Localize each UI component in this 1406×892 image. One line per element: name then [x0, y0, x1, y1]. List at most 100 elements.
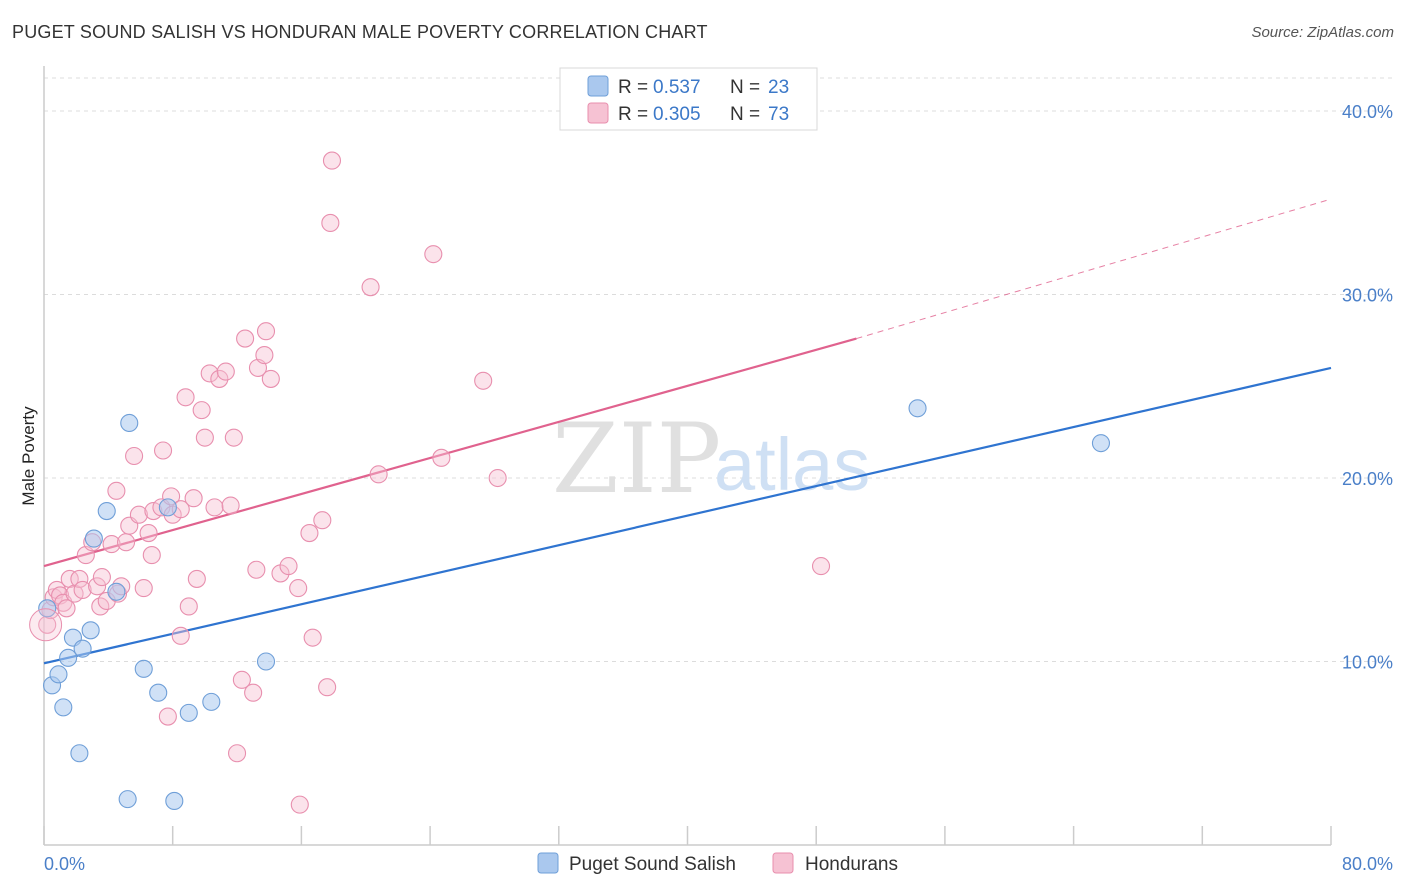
data-point-puget-sound-salish — [158, 498, 177, 517]
data-point-hondurans — [322, 151, 342, 170]
data-point-hondurans — [255, 346, 274, 365]
bottom-legend-swatch-salish — [537, 852, 559, 874]
data-point-hondurans — [216, 362, 235, 381]
data-point-hondurans — [139, 524, 158, 543]
data-point-hondurans — [228, 744, 247, 763]
bottom-legend-label-hondurans: Hondurans — [805, 854, 898, 875]
y-tick-label: 30.0% — [1342, 286, 1393, 306]
data-point-puget-sound-salish — [149, 683, 168, 702]
data-point-hondurans — [88, 577, 107, 596]
y-tick-label: 20.0% — [1342, 469, 1393, 489]
data-point-puget-sound-salish — [165, 791, 184, 811]
data-point-hondurans — [116, 533, 136, 552]
data-point-hondurans — [205, 498, 224, 517]
data-point-hondurans — [102, 535, 121, 554]
data-point-hondurans — [134, 579, 153, 598]
legend-r-label-2: R = — [618, 104, 648, 125]
data-point-hondurans — [60, 569, 79, 588]
data-point-hondurans — [153, 441, 173, 460]
legend-swatch-hondurans — [587, 102, 609, 124]
data-point-hondurans — [256, 322, 276, 341]
data-point-hondurans — [129, 505, 148, 524]
data-point-hondurans — [200, 364, 219, 383]
data-point-puget-sound-salish — [118, 790, 137, 809]
legend-r-value-1: 0.537 — [653, 77, 701, 98]
data-point-hondurans — [289, 579, 308, 598]
data-point-puget-sound-salish — [107, 582, 126, 601]
legend-r-label-1: R = — [618, 77, 648, 98]
data-point-hondurans — [432, 448, 451, 467]
data-point-hondurans — [318, 678, 337, 697]
bottom-legend-swatch-hondurans — [772, 852, 794, 874]
trendline-hondurans-extrapolated — [856, 198, 1332, 340]
data-point-hondurans — [221, 496, 240, 515]
data-point-puget-sound-salish — [97, 501, 116, 521]
data-point-hondurans — [195, 428, 214, 447]
data-point-hondurans — [187, 569, 206, 588]
y-axis-label: Male Poverty — [19, 406, 38, 506]
data-point-hondurans — [811, 557, 831, 576]
data-point-hondurans — [321, 213, 340, 233]
data-point-puget-sound-salish — [73, 639, 92, 658]
data-point-puget-sound-salish — [54, 698, 73, 717]
y-tick-label: 40.0% — [1342, 102, 1393, 122]
data-point-puget-sound-salish — [120, 413, 139, 433]
data-point-hondurans — [313, 511, 332, 530]
data-point-puget-sound-salish — [81, 621, 100, 640]
data-point-hondurans-cluster — [29, 608, 63, 642]
legend-swatch-salish — [587, 75, 609, 97]
data-point-puget-sound-salish — [202, 692, 221, 711]
data-point-hondurans — [361, 278, 380, 297]
data-point-hondurans — [176, 388, 195, 407]
data-point-hondurans — [179, 597, 198, 616]
chart-title: PUGET SOUND SALISH VS HONDURAN MALE POVE… — [12, 22, 708, 42]
data-point-puget-sound-salish — [908, 399, 927, 418]
trendline-puget-sound-salish — [43, 366, 1332, 665]
data-point-hondurans — [303, 628, 322, 647]
data-point-puget-sound-salish — [49, 665, 68, 684]
data-point-hondurans — [158, 707, 177, 726]
data-point-hondurans — [232, 670, 251, 689]
data-point-hondurans — [261, 369, 280, 388]
data-point-hondurans — [73, 580, 92, 599]
x-tick-label-max: 80.0% — [1342, 854, 1393, 874]
data-point-hondurans — [279, 557, 298, 576]
data-point-puget-sound-salish — [179, 703, 198, 722]
data-point-hondurans — [70, 569, 89, 588]
data-point-hondurans — [474, 371, 493, 390]
source-credit: Source: ZipAtlas.com — [1251, 24, 1394, 41]
data-point-hondurans — [224, 428, 243, 447]
legend-n-value-1: 23 — [768, 77, 789, 98]
points-layer — [29, 151, 1110, 814]
data-point-puget-sound-salish — [1091, 434, 1110, 453]
data-point-hondurans — [236, 329, 255, 348]
legend-n-label-2: N = — [730, 104, 760, 125]
data-point-hondurans — [244, 683, 263, 702]
data-point-puget-sound-salish — [256, 652, 276, 671]
data-point-hondurans — [210, 369, 229, 388]
data-point-hondurans — [300, 524, 319, 543]
data-point-hondurans — [192, 401, 211, 420]
bottom-legend-label-salish: Puget Sound Salish — [569, 854, 736, 875]
legend-n-label-1: N = — [730, 77, 760, 98]
data-point-puget-sound-salish — [59, 648, 78, 667]
data-point-puget-sound-salish — [84, 529, 103, 548]
trend-layer — [43, 198, 1332, 665]
watermark-zip: ZIP — [552, 403, 721, 515]
data-point-hondurans — [290, 795, 309, 814]
data-point-hondurans — [369, 465, 388, 484]
data-point-puget-sound-salish — [70, 744, 89, 763]
legend-n-value-2: 73 — [768, 104, 789, 125]
legend-r-value-2: 0.305 — [653, 104, 701, 125]
data-point-hondurans — [57, 599, 76, 618]
data-point-hondurans — [247, 560, 266, 579]
data-point-hondurans — [488, 468, 507, 488]
data-point-hondurans — [184, 489, 203, 508]
data-point-hondurans — [424, 245, 443, 264]
data-point-hondurans — [125, 446, 144, 466]
trendline-hondurans — [43, 337, 857, 568]
bottom-legend: Puget Sound Salish Hondurans — [537, 852, 898, 875]
data-point-puget-sound-salish — [134, 659, 153, 678]
data-point-hondurans — [171, 626, 190, 645]
